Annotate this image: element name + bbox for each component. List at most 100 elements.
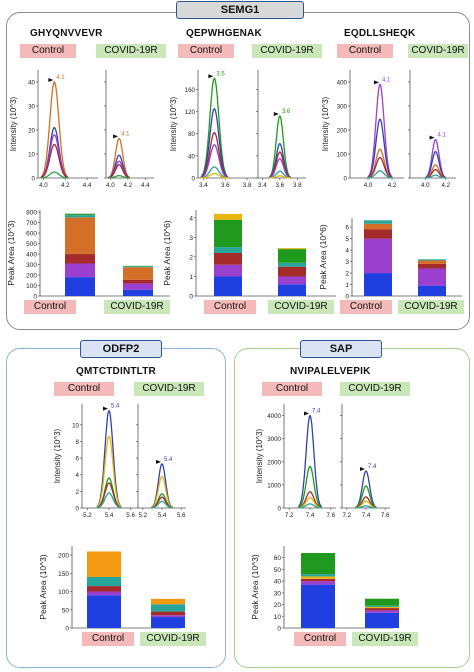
covid-label: COVID-19R [340, 382, 410, 396]
bar-covid-label: COVID-19R [140, 632, 206, 646]
stacked-bar-segment [65, 277, 95, 296]
x-tick-label: 7.4 [306, 512, 315, 519]
bar-covid-label: COVID-19R [268, 300, 334, 314]
y-tick-label: 4000 [267, 413, 281, 420]
y-tick-label: 20 [28, 128, 35, 135]
stacked-bar-segment [278, 284, 306, 296]
retention-time-label: 3.5 [216, 71, 225, 77]
x-tick-label: 5.2 [83, 512, 92, 519]
stacked-bar-segment [151, 611, 185, 616]
y-axis-label: Peak Area (10^3) [38, 554, 48, 620]
control-label: Control [337, 44, 393, 58]
peak-trace [298, 465, 322, 509]
x-tick-label: 3.8 [293, 182, 302, 189]
retention-time-label: 4.1 [438, 133, 447, 139]
apex-marker [360, 467, 365, 472]
peak-trace [40, 80, 69, 178]
odfp2-header: ODFP2 [80, 340, 162, 358]
y-tick-label: 100 [26, 283, 37, 290]
retention-time-label: 7.4 [368, 464, 377, 470]
stacked-bar-segment [65, 217, 95, 255]
y-tick-label: 1000 [267, 482, 281, 489]
peak-trace [40, 143, 69, 179]
stacked-bar-segment [123, 265, 153, 267]
x-tick-label: 3.8 [243, 182, 252, 189]
y-tick-label: 0 [278, 506, 282, 513]
y-tick-label: 20 [274, 602, 282, 609]
apex-marker [429, 135, 435, 140]
peak-trace [40, 171, 68, 179]
peak-trace [268, 151, 291, 179]
peak-trace [298, 491, 322, 509]
peak-trace [355, 485, 377, 509]
x-tick-label: 3.6 [276, 182, 285, 189]
y-tick-label: 3 [345, 259, 349, 266]
y-tick-label: 0 [32, 176, 36, 183]
peak-trace [268, 142, 291, 179]
apex-marker [208, 74, 214, 79]
x-tick-label: 4.2 [61, 182, 70, 189]
y-tick-label: 500 [26, 241, 37, 248]
y-tick-label: 2000 [267, 459, 281, 466]
y-axis-label: Intensity (10^3) [9, 96, 18, 151]
peak-trace [200, 144, 229, 179]
stacked-bar-segment [87, 595, 121, 628]
apex-marker [374, 80, 379, 85]
y-tick-label: 4 [189, 215, 193, 222]
retention-time-label: 5.4 [164, 457, 173, 463]
stacked-bar-segment [214, 253, 242, 265]
x-tick-label: 4.4 [141, 182, 150, 189]
stacked-bar-segment [278, 266, 306, 277]
y-tick-label: 2 [189, 254, 193, 261]
peak-trace [108, 164, 131, 179]
x-tick-label: 4.0 [39, 182, 48, 189]
stacked-bar-segment [65, 263, 95, 278]
y-tick-label: 300 [337, 104, 348, 111]
y-tick-label: 400 [337, 80, 348, 87]
y-tick-label: 0 [65, 626, 69, 633]
y-axis-label: Intensity (10^3) [321, 96, 330, 151]
x-tick-label: 4.4 [83, 182, 92, 189]
stacked-bar-segment [364, 223, 392, 230]
peak-trace [151, 475, 173, 509]
retention-time-label: 4.1 [382, 77, 391, 83]
x-tick-label: 3.4 [258, 182, 267, 189]
x-tick-label: 4.2 [441, 182, 450, 189]
y-tick-label: 100 [337, 152, 348, 159]
stacked-bar-segment [418, 268, 446, 286]
y-tick-label: 0 [277, 626, 281, 633]
peak-trace [424, 138, 447, 179]
stacked-bar-segment [65, 254, 95, 264]
control-label: Control [178, 44, 234, 58]
y-tick-label: 80 [188, 131, 195, 138]
y-tick-label: 40 [274, 579, 282, 586]
apex-marker [113, 134, 119, 139]
y-tick-label: 5 [345, 236, 349, 243]
bar-control-label: Control [24, 300, 76, 314]
sap-header: SAP [300, 340, 382, 358]
peak-trace [268, 157, 291, 179]
peak-trace [297, 414, 323, 508]
y-tick-label: 30 [274, 590, 282, 597]
peptide-title: QEPWHGENAK [186, 28, 262, 39]
y-axis-label: Peak Area (10^6) [318, 224, 328, 290]
stacked-bar-segment [364, 238, 392, 274]
bar-control-label: Control [294, 632, 346, 646]
y-tick-label: 4 [76, 472, 80, 479]
y-tick-label: 0 [33, 294, 37, 301]
peak-trace [108, 154, 131, 179]
stacked-bar-segment [364, 229, 392, 239]
stacked-bar-segment [301, 553, 335, 575]
covid-label: COVID-19R [252, 44, 322, 58]
peak-trace [96, 492, 122, 509]
x-tick-label: 4.0 [421, 182, 430, 189]
peptide-title: EQDLLSHEQK [344, 28, 416, 39]
y-tick-label: 10 [72, 422, 79, 429]
y-tick-label: 4 [345, 248, 349, 255]
stacked-bar-segment [301, 578, 335, 582]
apex-marker [48, 78, 54, 82]
stacked-bar-segment [365, 598, 399, 606]
y-tick-label: 0 [192, 176, 196, 183]
peak-trace [354, 470, 378, 509]
stacked-bar-segment [65, 215, 95, 218]
